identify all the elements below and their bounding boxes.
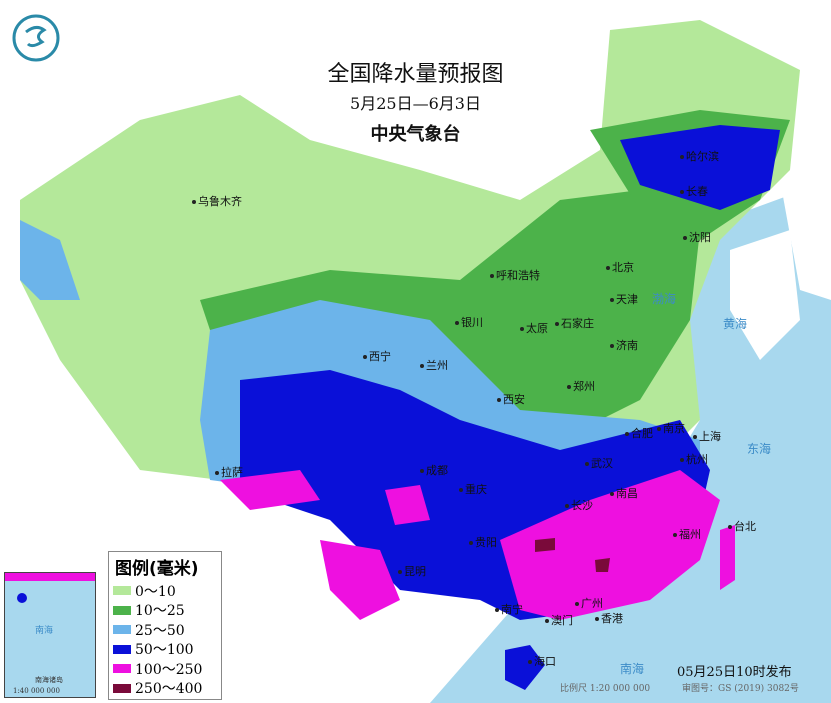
city-label: 兰州 bbox=[420, 357, 448, 373]
legend-item: 0～10 bbox=[113, 581, 221, 601]
city-label: 济南 bbox=[610, 337, 638, 353]
japan-land bbox=[780, 160, 831, 300]
legend-swatch bbox=[113, 683, 131, 693]
legend: 图例(毫米) 0～10 10～25 25～50 50～100 100～250 2… bbox=[108, 551, 222, 700]
zone-250-400 bbox=[535, 538, 610, 572]
inset-sea-label: 南海 bbox=[35, 626, 54, 636]
inset-hainan bbox=[17, 593, 27, 603]
inset-scale: 1:40 000 000 bbox=[13, 687, 60, 695]
city-label: 北京 bbox=[606, 259, 634, 275]
city-label: 重庆 bbox=[459, 481, 487, 497]
city-label: 西安 bbox=[497, 391, 525, 407]
legend-item: 100～250 bbox=[113, 659, 221, 679]
legend-swatch bbox=[113, 625, 131, 635]
legend-label: 250～400 bbox=[135, 681, 203, 698]
city-label: 澳门 bbox=[545, 612, 573, 628]
legend-label: 100～250 bbox=[135, 661, 203, 678]
city-label: 武汉 bbox=[585, 455, 613, 471]
south-china-sea-inset: 南海 南海诸岛 1:40 000 000 bbox=[4, 572, 96, 698]
city-label: 广州 bbox=[575, 595, 603, 611]
city-label: 成都 bbox=[420, 462, 448, 478]
korea-land bbox=[730, 230, 800, 360]
city-label: 郑州 bbox=[567, 378, 595, 394]
city-label: 长春 bbox=[680, 183, 708, 199]
zone-100-250 bbox=[500, 470, 720, 620]
city-label: 西宁 bbox=[363, 348, 391, 364]
legend-swatch bbox=[113, 586, 131, 596]
legend-title: 图例(毫米) bbox=[115, 559, 199, 579]
legend-swatch bbox=[113, 644, 131, 654]
zone-25-50-w bbox=[20, 220, 80, 300]
city-label: 长沙 bbox=[565, 497, 593, 513]
zone-100-250-sw bbox=[320, 540, 400, 620]
legend-item: 50～100 bbox=[113, 640, 221, 660]
legend-label: 10～25 bbox=[135, 603, 185, 620]
taiwan-island bbox=[720, 525, 735, 590]
city-label: 福州 bbox=[673, 526, 701, 542]
city-label: 杭州 bbox=[680, 451, 708, 467]
city-label: 沈阳 bbox=[683, 229, 711, 245]
sea-label: 东海 bbox=[747, 442, 772, 456]
city-label: 石家庄 bbox=[555, 315, 594, 331]
legend-label: 50～100 bbox=[135, 642, 194, 659]
city-label: 南宁 bbox=[495, 601, 523, 617]
city-label: 太原 bbox=[520, 320, 548, 336]
sea-label: 黄海 bbox=[723, 317, 748, 331]
zone-100-250-c bbox=[385, 485, 430, 525]
city-label: 乌鲁木齐 bbox=[192, 193, 242, 209]
sea-label: 南海 bbox=[620, 662, 645, 676]
city-label: 哈尔滨 bbox=[680, 148, 719, 164]
map-title: 全国降水量预报图 bbox=[327, 62, 504, 87]
legend-label: 25～50 bbox=[135, 622, 185, 639]
city-label: 香港 bbox=[595, 610, 623, 626]
legend-item: 250～400 bbox=[113, 679, 221, 699]
zone-50-100-ne bbox=[620, 125, 780, 210]
issuer: 中央气象台 bbox=[370, 124, 461, 145]
legend-swatch bbox=[113, 664, 131, 674]
legend-label: 0～10 bbox=[135, 583, 176, 600]
sea-label: 渤海 bbox=[652, 292, 677, 306]
approval-number: 审图号：GS (2019) 3082号 bbox=[682, 684, 799, 694]
zone-100-250-w bbox=[220, 470, 320, 510]
cma-logo-icon bbox=[12, 14, 60, 62]
city-label: 南昌 bbox=[610, 485, 638, 501]
city-label: 台北 bbox=[728, 518, 756, 534]
date-range: 5月25日—6月3日 bbox=[350, 94, 481, 113]
city-label: 南京 bbox=[657, 420, 685, 436]
city-label: 贵阳 bbox=[469, 534, 497, 550]
legend-swatch bbox=[113, 605, 131, 615]
legend-item: 25～50 bbox=[113, 620, 221, 640]
legend-item: 10～25 bbox=[113, 601, 221, 621]
city-label: 天津 bbox=[610, 291, 638, 307]
map-scale: 比例尺 1:20 000 000 bbox=[560, 684, 651, 694]
city-label: 呼和浩特 bbox=[490, 267, 540, 283]
city-label: 昆明 bbox=[398, 563, 426, 579]
city-label: 海口 bbox=[528, 653, 556, 669]
city-label: 拉萨 bbox=[215, 464, 243, 480]
city-label: 银川 bbox=[455, 314, 483, 330]
inset-land bbox=[5, 573, 95, 581]
inset-title: 南海诸岛 bbox=[35, 676, 63, 684]
issue-time: 05月25日10时发布 bbox=[677, 665, 792, 680]
city-label: 上海 bbox=[693, 428, 721, 444]
city-label: 合肥 bbox=[625, 425, 653, 441]
